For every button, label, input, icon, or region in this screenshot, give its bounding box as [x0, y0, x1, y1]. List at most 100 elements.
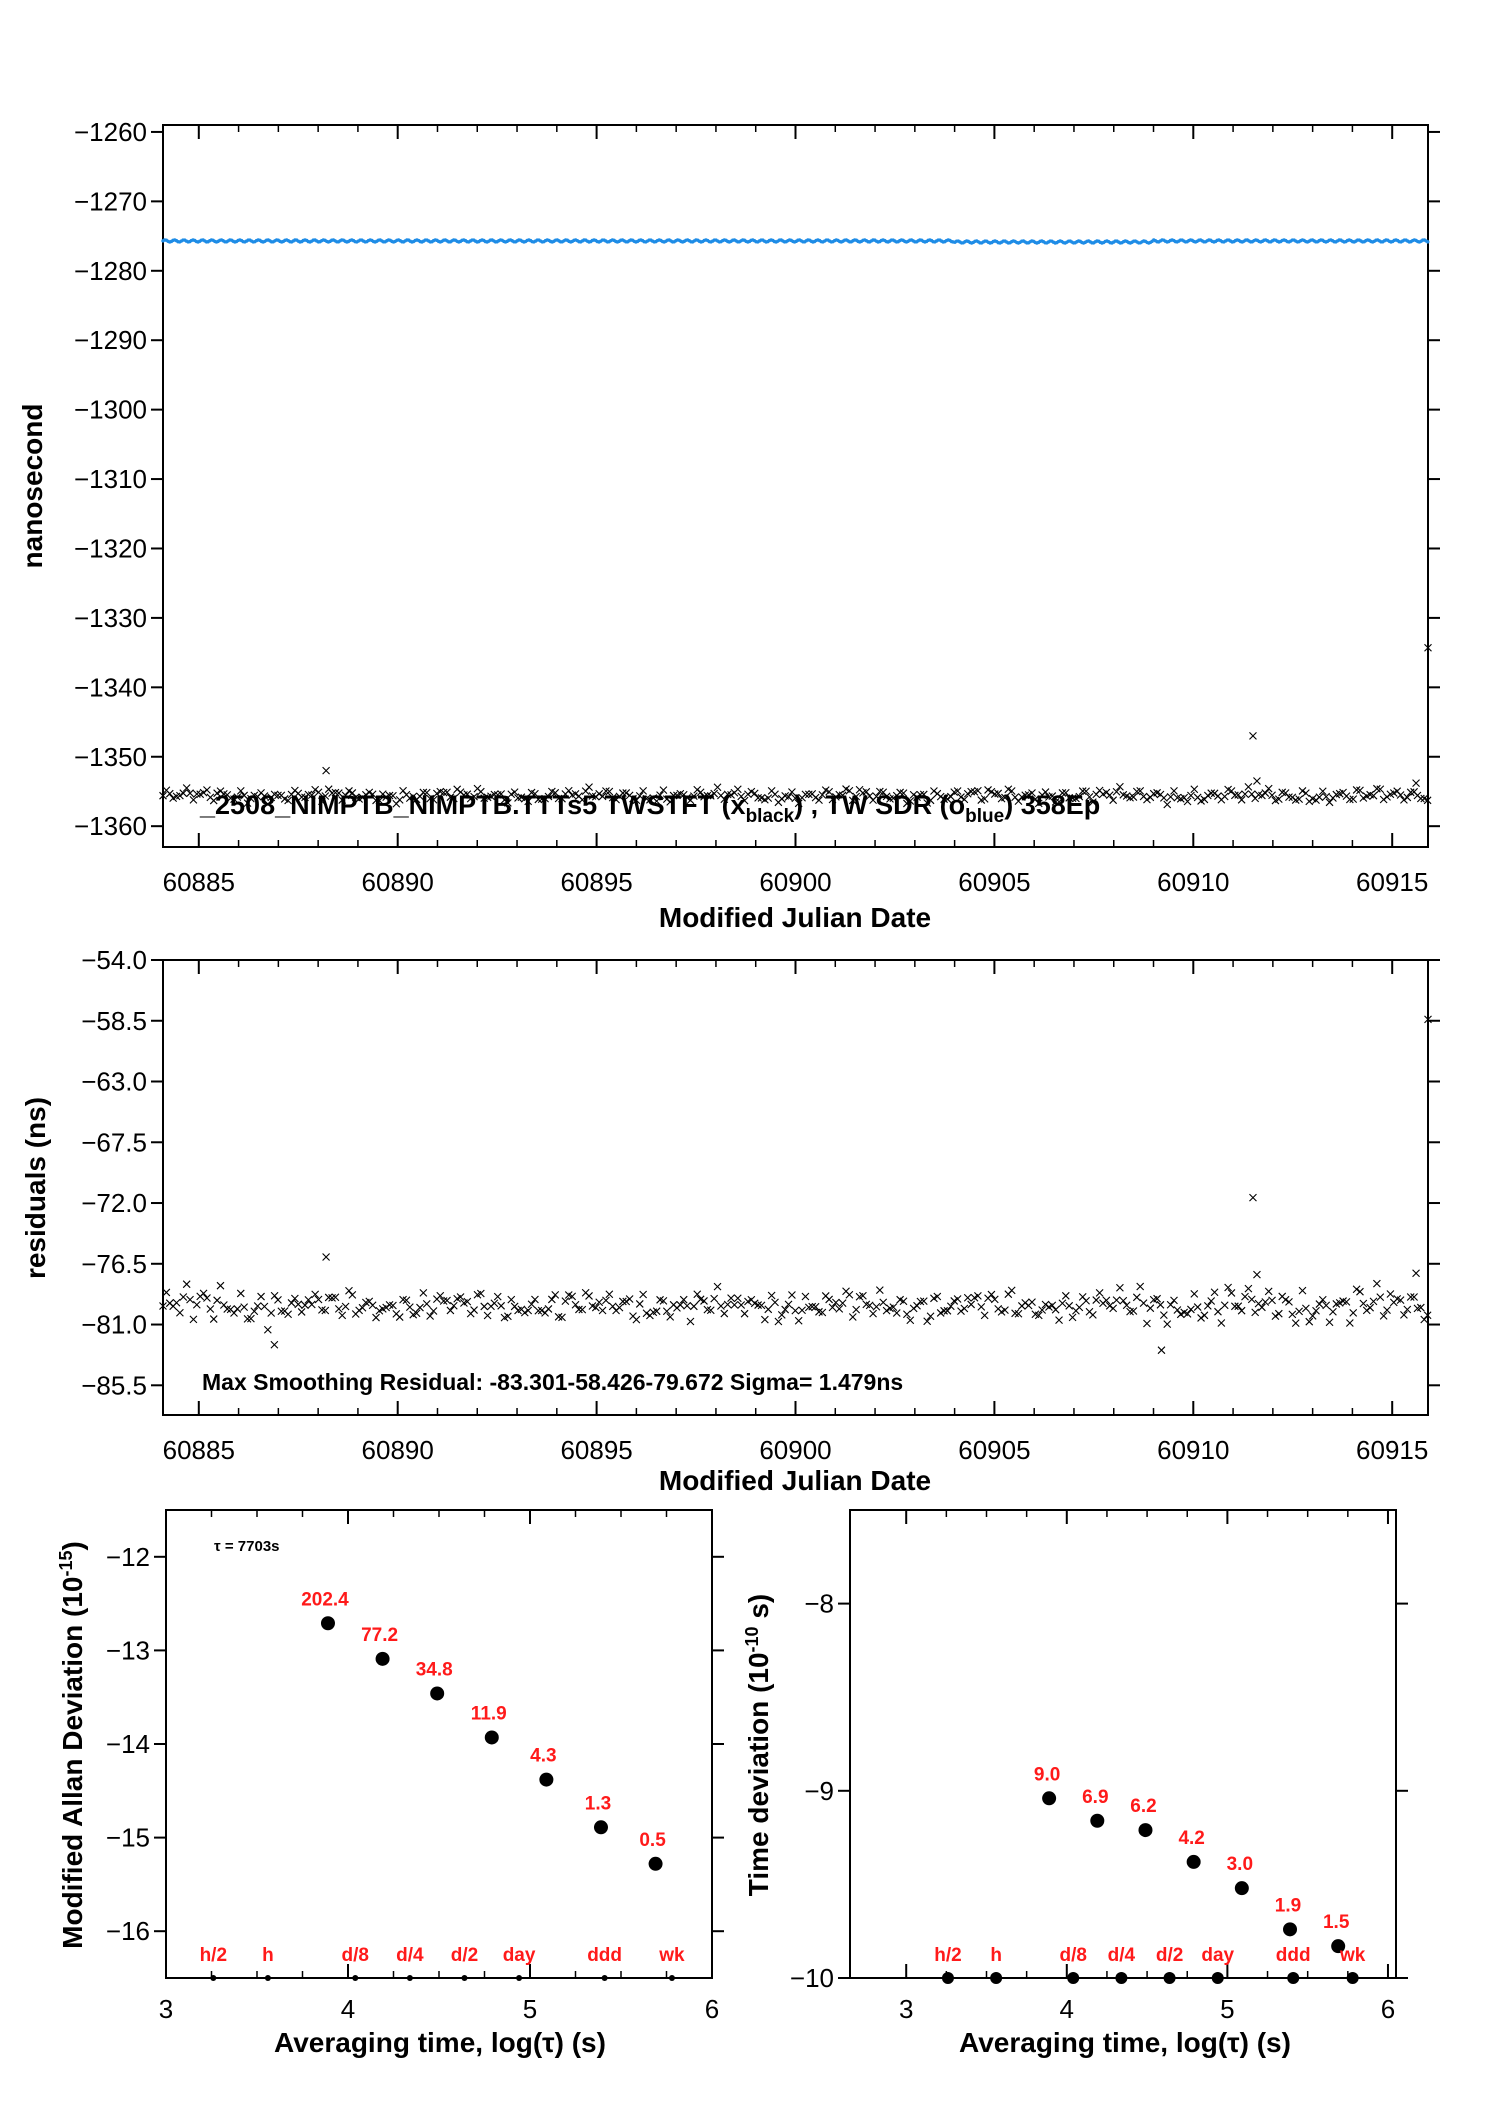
data-point — [1274, 1309, 1283, 1318]
data-point — [585, 783, 593, 792]
data-point — [348, 789, 357, 797]
interval-marker — [1346, 1972, 1359, 1984]
interval-marker — [352, 1975, 359, 1981]
data-point — [1112, 787, 1121, 796]
data-point — [176, 1308, 184, 1317]
x-tick-label: 60905 — [958, 867, 1030, 897]
data-point — [284, 1310, 292, 1319]
data-point — [794, 799, 803, 808]
data-point — [1234, 790, 1243, 799]
data-point — [1258, 1303, 1266, 1312]
y-tick-label: −58.5 — [81, 1006, 147, 1036]
interval-label: ddd — [587, 1945, 622, 1966]
data-point — [297, 793, 306, 802]
data-label: 202.4 — [301, 1589, 349, 1610]
data-point — [1028, 1298, 1036, 1307]
data-point — [176, 791, 184, 800]
data-point — [1136, 786, 1145, 795]
x-tick-label: 60910 — [1157, 867, 1229, 897]
data-point — [290, 1294, 299, 1303]
data-point — [250, 1307, 259, 1316]
data-point — [1285, 1297, 1293, 1306]
x-tick-label: 3 — [159, 1994, 173, 2024]
data-point — [1038, 1306, 1047, 1314]
data-point — [236, 1289, 245, 1298]
data-point — [314, 788, 323, 797]
data-point — [470, 1306, 478, 1314]
data-point — [1007, 787, 1016, 795]
data-point — [182, 784, 191, 792]
data-point — [960, 1304, 969, 1313]
data-point — [1090, 1813, 1105, 1828]
data-point — [240, 791, 249, 800]
interval-label: d/2 — [451, 1945, 478, 1966]
data-point — [537, 1306, 546, 1315]
data-point — [943, 795, 952, 803]
data-point — [497, 790, 506, 798]
data-point — [1028, 789, 1036, 797]
interval-label: wk — [1339, 1945, 1366, 1966]
data-point — [906, 1316, 915, 1325]
data-point — [463, 1297, 472, 1306]
y-tick-label: −81.0 — [81, 1310, 147, 1340]
y-axis-label: Time deviation (10-10 s) — [742, 1594, 774, 1897]
data-point — [162, 1288, 171, 1297]
data-point — [531, 1295, 539, 1304]
data-point — [1207, 1297, 1216, 1305]
y-axis-label: nanosecond — [17, 404, 48, 569]
data-point — [987, 787, 996, 796]
data-point — [798, 1306, 806, 1315]
x-tick-label: 60885 — [163, 867, 235, 897]
data-point — [1241, 790, 1249, 799]
data-point — [240, 1303, 249, 1311]
y-label-end: ) — [57, 1541, 88, 1550]
data-point — [571, 789, 580, 798]
data-point — [1001, 793, 1009, 802]
data-point — [848, 1313, 857, 1321]
data-point — [348, 1290, 357, 1299]
interval-label: h — [262, 1945, 274, 1966]
data-point — [1065, 793, 1074, 802]
data-point — [916, 790, 925, 799]
data-point — [902, 799, 911, 808]
interval-marker — [516, 1975, 523, 1981]
data-point — [1122, 1301, 1131, 1310]
data-point — [1318, 787, 1327, 796]
data-point — [913, 1301, 921, 1310]
data-point — [189, 1315, 198, 1324]
data-point — [1352, 786, 1361, 794]
data-point — [967, 787, 976, 796]
data-point — [1193, 1303, 1202, 1311]
data-point — [192, 1300, 201, 1309]
data-point — [1403, 793, 1412, 802]
data-point — [1156, 1300, 1165, 1309]
data-point — [389, 791, 397, 800]
data-point — [1139, 1299, 1148, 1308]
data-point — [953, 1295, 962, 1303]
data-point — [375, 1651, 390, 1666]
data-point — [422, 1300, 431, 1308]
data-point — [622, 789, 631, 797]
data-point — [1055, 1316, 1063, 1324]
data-point — [781, 1305, 790, 1314]
data-point — [524, 797, 533, 806]
data-point — [1116, 1283, 1124, 1292]
data-label: 6.2 — [1130, 1796, 1156, 1817]
data-point — [1187, 1305, 1195, 1314]
data-point — [1157, 1346, 1166, 1355]
data-point — [1426, 240, 1430, 244]
data-point — [490, 790, 499, 799]
data-point — [1386, 1290, 1395, 1298]
data-point — [1383, 1306, 1391, 1314]
data-point — [727, 1294, 735, 1303]
data-point — [426, 1312, 435, 1320]
data-point — [203, 1294, 211, 1302]
y-tick-label: −1280 — [74, 256, 147, 286]
data-point — [334, 1304, 343, 1313]
x-axis-label: Averaging time, log(τ) (s) — [959, 2027, 1291, 2058]
data-point — [1173, 1306, 1182, 1314]
data-point — [571, 1300, 580, 1309]
data-point — [852, 1305, 861, 1314]
x-tick-label: 60910 — [1157, 1435, 1229, 1465]
data-point — [578, 1305, 587, 1314]
